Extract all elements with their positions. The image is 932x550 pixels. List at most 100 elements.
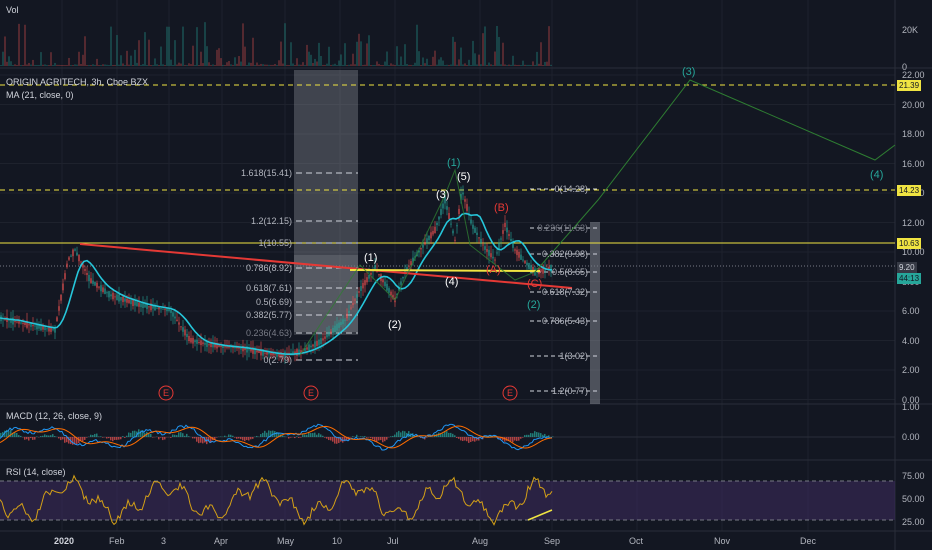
candle-body (22, 322, 24, 324)
rsi-indicator-label[interactable]: RSI (14, close) (6, 467, 66, 477)
volume-bar (132, 64, 134, 66)
macd-hist-bar (390, 436, 392, 437)
macd-indicator-label[interactable]: MACD (12, 26, close, 9) (6, 411, 103, 421)
wave-label-5[interactable]: (5) (457, 171, 471, 183)
volume-bar (480, 64, 482, 66)
macd-hist-bar (408, 431, 410, 437)
macd-hist-bar (466, 437, 468, 442)
ma-indicator-label[interactable]: MA (21, close, 0) (6, 90, 74, 100)
candle-body (232, 346, 234, 349)
macd-hist-bar (472, 437, 474, 442)
macd-hist-bar (234, 437, 236, 438)
wave-label-4[interactable]: (4) (445, 276, 459, 288)
candle-body (422, 244, 424, 248)
macd-hist-bar (32, 437, 34, 440)
volume-bar (270, 64, 272, 66)
macd-hist-bar (214, 437, 216, 440)
macd-hist-bar (294, 437, 296, 439)
symbol-title[interactable]: ORIGIN AGRITECH, 3h, Cboe BZX (6, 77, 149, 87)
candle-body (184, 329, 186, 336)
volume-bar (482, 33, 484, 66)
volume-bar (300, 64, 302, 66)
candle-body (250, 348, 252, 352)
candle-body (88, 275, 90, 281)
candle-body (80, 261, 82, 263)
candle-body (434, 226, 436, 234)
candle-body (384, 281, 386, 287)
volume-bar (318, 42, 320, 66)
green-wave-label-1[interactable]: (1) (447, 157, 461, 169)
macd-hist-bar (178, 432, 180, 437)
volume-bar (44, 64, 46, 66)
macd-hist-bar (238, 437, 240, 439)
macd-hist-bar (50, 435, 52, 437)
green-wave-label-4[interactable]: (4) (870, 169, 884, 181)
volume-bar (62, 64, 64, 66)
candle-body (128, 299, 130, 303)
earnings-label[interactable]: E (163, 388, 170, 398)
volume-bar (90, 64, 92, 66)
candle-body (16, 321, 18, 323)
macd-hist-bar (306, 434, 308, 437)
candle-body (10, 318, 12, 323)
red-wave-label-b[interactable]: (B) (494, 202, 509, 214)
macd-hist-bar (132, 430, 134, 437)
macd-hist-bar (302, 434, 304, 437)
macd-hist-bar (402, 430, 404, 437)
fib-left-level-label: 0.786(8.92) (245, 263, 292, 273)
candle-body (328, 331, 330, 337)
candle-body (168, 308, 170, 312)
candle-body (292, 351, 294, 355)
candle-body (160, 308, 162, 310)
volume-bar (116, 35, 118, 66)
candle-body (412, 257, 414, 263)
candle-body (140, 303, 142, 308)
volume-bar (352, 53, 354, 66)
time-axis-label: Feb (109, 536, 125, 546)
volume-bar (112, 65, 114, 66)
volume-bar (166, 26, 168, 66)
wave-label-3[interactable]: (3) (436, 189, 450, 201)
candle-body (438, 216, 440, 220)
earnings-label[interactable]: E (507, 388, 514, 398)
candle-body (220, 346, 222, 348)
candle-body (154, 304, 156, 311)
volume-bar (256, 62, 258, 66)
wave-label-2[interactable]: (2) (388, 319, 402, 331)
volume-bar (532, 61, 534, 66)
macd-hist-bar (106, 437, 108, 439)
candle-body (364, 280, 366, 286)
earnings-label[interactable]: E (308, 388, 315, 398)
volume-bar (290, 42, 292, 66)
wave-label-1[interactable]: (1) (364, 252, 378, 264)
green-wave-label-2[interactable]: (2) (527, 299, 541, 311)
candle-body (144, 304, 146, 308)
candle-body (246, 346, 248, 353)
candle-body (174, 316, 176, 319)
volume-bar (372, 64, 374, 66)
green-wave-label-3[interactable]: (3) (682, 66, 696, 78)
candle-body (418, 250, 420, 253)
candle-body (170, 309, 172, 314)
volume-bar (8, 56, 10, 66)
candle-body (92, 280, 94, 284)
time-axis-label: Aug (472, 536, 489, 546)
red-wave-label-c[interactable]: (C) (527, 278, 543, 290)
volume-bar (168, 26, 170, 66)
red-wave-label-a[interactable]: (A) (486, 264, 501, 276)
macd-hist-bar (122, 436, 124, 437)
macd-hist-bar (384, 437, 386, 442)
macd-hist-bar (548, 435, 550, 437)
volume-bar (82, 54, 84, 66)
macd-hist-bar (72, 437, 74, 445)
candle-body (152, 305, 154, 309)
fib-left-level-label: 0.382(5.77) (245, 310, 292, 320)
time-axis-label: 10 (332, 536, 343, 546)
volume-bar (536, 51, 538, 66)
macd-hist-bar (444, 431, 446, 437)
macd-hist-bar (442, 433, 444, 437)
macd-hist-bar (316, 434, 318, 437)
macd-hist-bar (184, 435, 186, 437)
